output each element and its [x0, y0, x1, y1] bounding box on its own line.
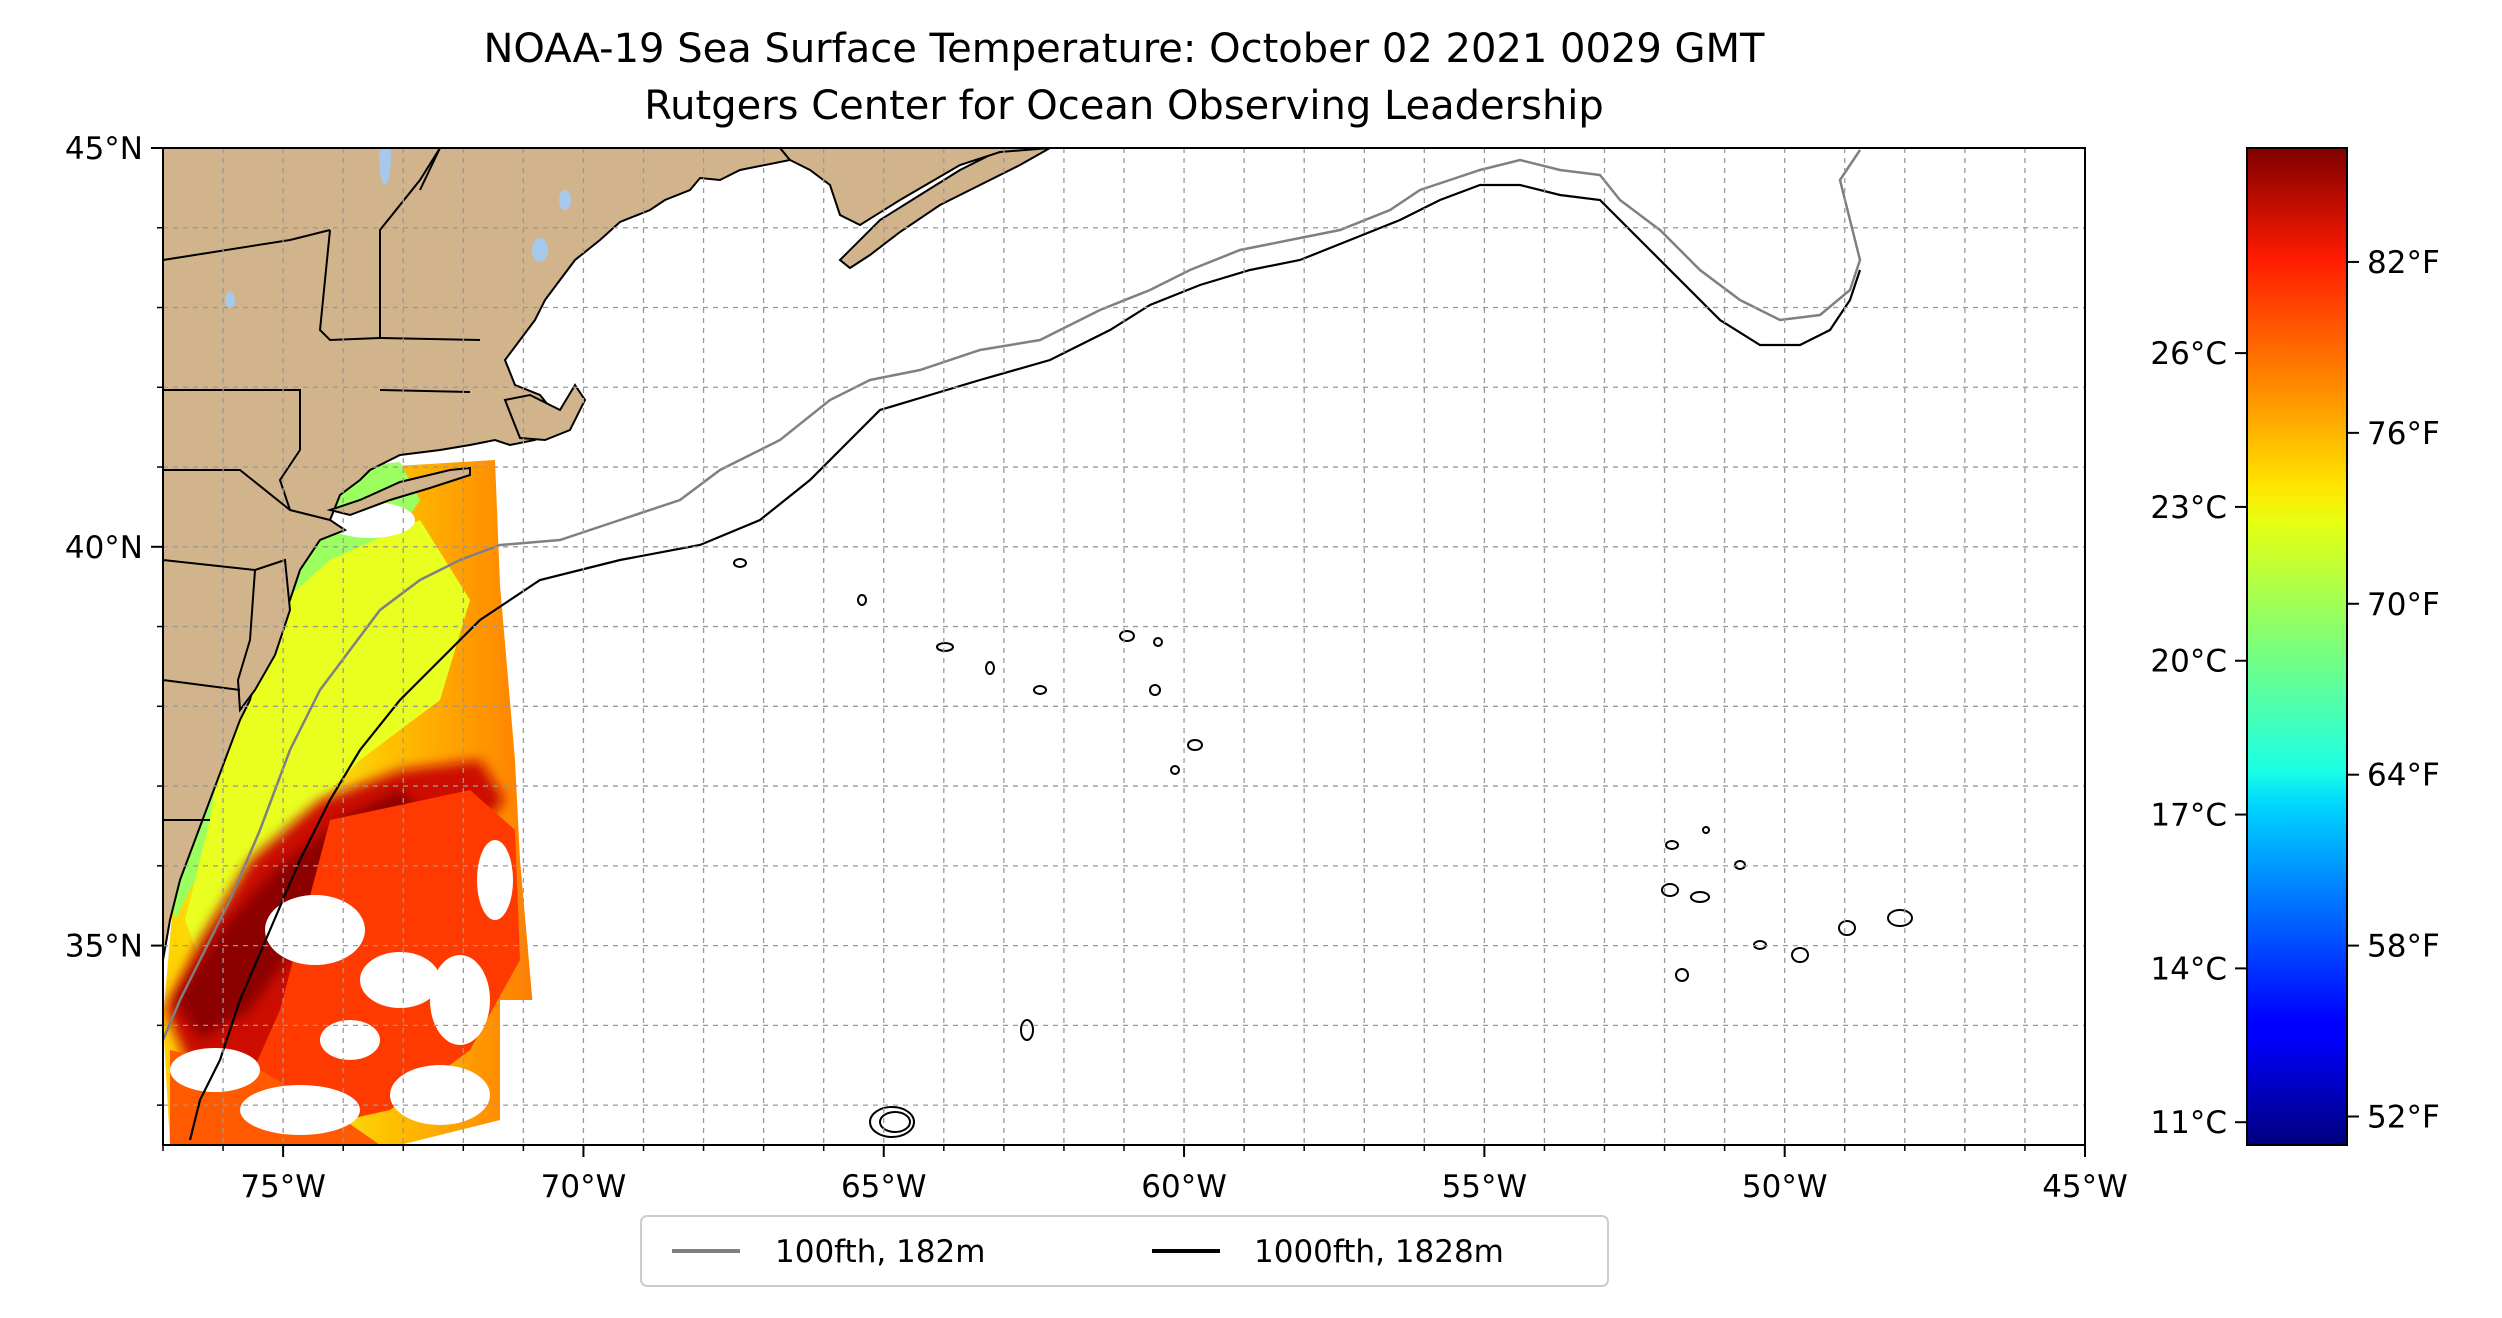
- map-axes: 75°W 70°W 65°W 60°W 55°W 50°W 45°W 45°N 40°N 35°N: [65, 131, 2128, 1205]
- lakes: [225, 148, 571, 308]
- lat-tick-label: 40°N: [65, 530, 143, 566]
- fahrenheit-tick-label: 76°F: [2367, 416, 2440, 452]
- legend-label-100fth: 100fth, 182m: [775, 1234, 985, 1270]
- celsius-tick-label: 11°C: [2150, 1105, 2227, 1141]
- land-layer: [163, 148, 1051, 961]
- legend: 100fth, 182m 1000fth, 1828m: [640, 1215, 1609, 1287]
- fahrenheit-tick-label: 70°F: [2367, 587, 2440, 623]
- gridlines: [163, 148, 2085, 1145]
- lat-tick-label: 45°N: [65, 131, 143, 167]
- contour-100fth: [163, 149, 1862, 1041]
- land-delmarva: [236, 558, 292, 713]
- fahrenheit-tick-label: 52°F: [2367, 1100, 2440, 1136]
- state-boundaries: [163, 148, 481, 821]
- lon-tick-label: 65°W: [841, 1169, 927, 1205]
- fahrenheit-tick-label: 58°F: [2367, 929, 2440, 965]
- land-cape-cod: [503, 383, 587, 442]
- lon-tick-label: 55°W: [1442, 1169, 1528, 1205]
- seamounts: [733, 558, 1913, 1138]
- colorbar-celsius-axis: 11°C 14°C 17°C 20°C 23°C 26°C: [2150, 336, 2247, 1141]
- lon-tick-label: 70°W: [541, 1169, 627, 1205]
- celsius-tick-label: 14°C: [2150, 951, 2227, 987]
- lon-tick-label: 50°W: [1742, 1169, 1828, 1205]
- land-us-east-coast: [163, 148, 792, 961]
- fahrenheit-tick-label: 82°F: [2367, 245, 2440, 281]
- celsius-tick-label: 23°C: [2150, 490, 2227, 526]
- fahrenheit-tick-label: 64°F: [2367, 758, 2440, 794]
- title-line-2: Rutgers Center for Ocean Observing Leade…: [644, 83, 1604, 129]
- map-panel: [163, 148, 2085, 1145]
- celsius-tick-label: 26°C: [2150, 336, 2227, 372]
- land-long-island: [326, 466, 471, 517]
- title-line-1: NOAA-19 Sea Surface Temperature: October…: [484, 26, 1766, 72]
- colorbar-fahrenheit-axis: 52°F 58°F 64°F 70°F 76°F 82°F: [2347, 245, 2440, 1136]
- colorbar-gradient: [2247, 148, 2347, 1145]
- celsius-tick-label: 17°C: [2150, 798, 2227, 834]
- lon-tick-label: 60°W: [1141, 1169, 1227, 1205]
- lon-tick-label: 45°W: [2042, 1169, 2128, 1205]
- land-new-brunswick: [778, 148, 1051, 227]
- celsius-tick-label: 20°C: [2150, 644, 2227, 680]
- colorbar: 11°C 14°C 17°C 20°C 23°C 26°C 52°F 58°F 64°F 70°…: [2150, 147, 2440, 1146]
- legend-label-1000fth: 1000fth, 1828m: [1254, 1234, 1504, 1270]
- contour-1000fth: [188, 183, 1862, 1141]
- colorbar-frame: [2246, 147, 2348, 1146]
- land-nova-scotia: [838, 148, 1051, 270]
- lon-tick-label: 75°W: [240, 1169, 326, 1205]
- lat-tick-label: 35°N: [65, 929, 143, 965]
- legend-box: [640, 1215, 1609, 1287]
